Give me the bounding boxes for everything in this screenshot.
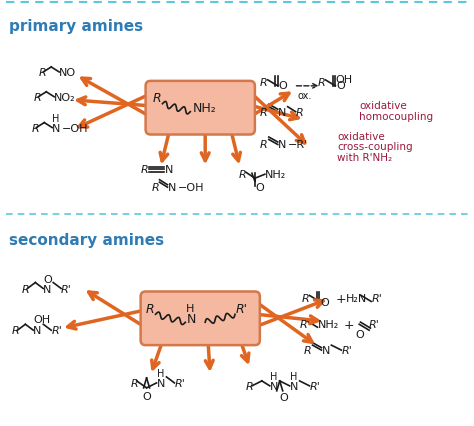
Text: R: R — [11, 325, 19, 335]
Text: R: R — [152, 183, 159, 193]
Text: NH₂: NH₂ — [318, 320, 339, 329]
Text: cross-coupling: cross-coupling — [337, 142, 413, 152]
Text: R: R — [33, 92, 41, 103]
Text: O: O — [43, 274, 52, 284]
Text: R: R — [38, 68, 46, 78]
Text: R': R' — [236, 302, 248, 315]
Text: R': R' — [61, 284, 72, 294]
Text: R: R — [146, 302, 154, 315]
Text: O: O — [355, 329, 364, 340]
Text: R': R' — [341, 345, 352, 355]
Text: −OH: −OH — [62, 123, 89, 133]
Text: N: N — [156, 378, 165, 388]
Text: OH: OH — [33, 314, 50, 325]
Text: −OH: −OH — [177, 183, 204, 193]
Text: N: N — [321, 345, 330, 355]
Text: R': R' — [174, 378, 185, 388]
Text: R': R' — [369, 320, 380, 329]
Text: R: R — [141, 165, 148, 175]
Text: N: N — [186, 312, 196, 325]
Text: R: R — [260, 140, 268, 150]
Text: R: R — [303, 345, 311, 355]
Text: N: N — [33, 325, 42, 335]
Text: N: N — [290, 381, 298, 391]
Text: N: N — [52, 123, 61, 133]
Text: R': R' — [372, 294, 383, 304]
Text: N: N — [270, 381, 278, 391]
Text: secondary amines: secondary amines — [9, 232, 164, 247]
Text: N: N — [167, 183, 176, 193]
Text: R: R — [260, 107, 268, 118]
Text: H: H — [270, 371, 277, 381]
Text: O: O — [255, 183, 264, 193]
Text: H: H — [290, 371, 297, 381]
Text: oxidative: oxidative — [337, 131, 385, 141]
Text: primary amines: primary amines — [9, 19, 144, 34]
Text: +: + — [336, 292, 346, 305]
Text: R: R — [260, 78, 268, 88]
Text: H: H — [186, 304, 195, 314]
Text: O: O — [337, 81, 345, 91]
Text: R: R — [21, 284, 29, 294]
Text: R: R — [131, 378, 138, 388]
Text: N: N — [278, 140, 286, 150]
Text: +: + — [343, 318, 354, 331]
Text: O: O — [280, 392, 289, 402]
Text: ox.: ox. — [298, 91, 312, 101]
Text: N: N — [43, 284, 52, 294]
Text: −R': −R' — [288, 140, 308, 150]
Text: oxidative: oxidative — [359, 101, 407, 110]
Text: R: R — [153, 92, 161, 105]
Text: R: R — [318, 78, 325, 88]
Text: OH: OH — [336, 75, 353, 85]
Text: H: H — [52, 113, 60, 124]
Text: O: O — [143, 391, 151, 401]
Text: R: R — [301, 294, 310, 304]
Text: O: O — [320, 298, 329, 308]
FancyBboxPatch shape — [141, 292, 260, 345]
Text: R': R' — [310, 381, 320, 391]
Text: O: O — [279, 81, 287, 91]
Text: NO: NO — [59, 68, 76, 78]
Text: R: R — [31, 123, 39, 133]
Text: R: R — [246, 381, 254, 391]
Text: NH₂: NH₂ — [192, 102, 216, 115]
Text: R': R' — [51, 325, 62, 335]
Text: R: R — [296, 107, 303, 118]
Text: N: N — [164, 165, 173, 175]
Text: R: R — [300, 320, 307, 329]
FancyBboxPatch shape — [146, 82, 255, 135]
Text: H: H — [156, 368, 164, 378]
Text: NO₂: NO₂ — [54, 92, 76, 103]
Text: R: R — [239, 170, 247, 180]
Text: N: N — [278, 107, 286, 118]
Text: homocoupling: homocoupling — [359, 111, 433, 121]
Text: H₂N: H₂N — [346, 294, 367, 304]
Text: with R'NH₂: with R'NH₂ — [337, 153, 392, 163]
Text: NH₂: NH₂ — [265, 170, 286, 180]
